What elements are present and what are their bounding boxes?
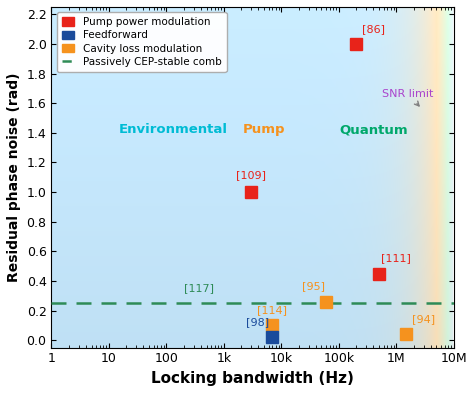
Text: SNR limit: SNR limit: [383, 89, 434, 106]
Text: [98]: [98]: [246, 317, 269, 327]
Legend: Pump power modulation, Feedforward, Cavity loss modulation, Passively CEP-stable: Pump power modulation, Feedforward, Cavi…: [56, 12, 227, 72]
X-axis label: Locking bandwidth (Hz): Locking bandwidth (Hz): [151, 371, 354, 386]
Text: [117]: [117]: [183, 283, 214, 293]
Text: Quantum: Quantum: [339, 123, 408, 136]
Text: [111]: [111]: [381, 253, 411, 263]
Text: [114]: [114]: [257, 305, 287, 315]
Text: [95]: [95]: [302, 281, 325, 291]
Text: Environmental: Environmental: [119, 123, 228, 136]
Text: [86]: [86]: [362, 24, 385, 34]
Text: Pump: Pump: [243, 123, 285, 136]
Text: [109]: [109]: [236, 170, 266, 180]
Y-axis label: Residual phase noise (rad): Residual phase noise (rad): [7, 73, 21, 282]
Text: [94]: [94]: [412, 314, 435, 324]
